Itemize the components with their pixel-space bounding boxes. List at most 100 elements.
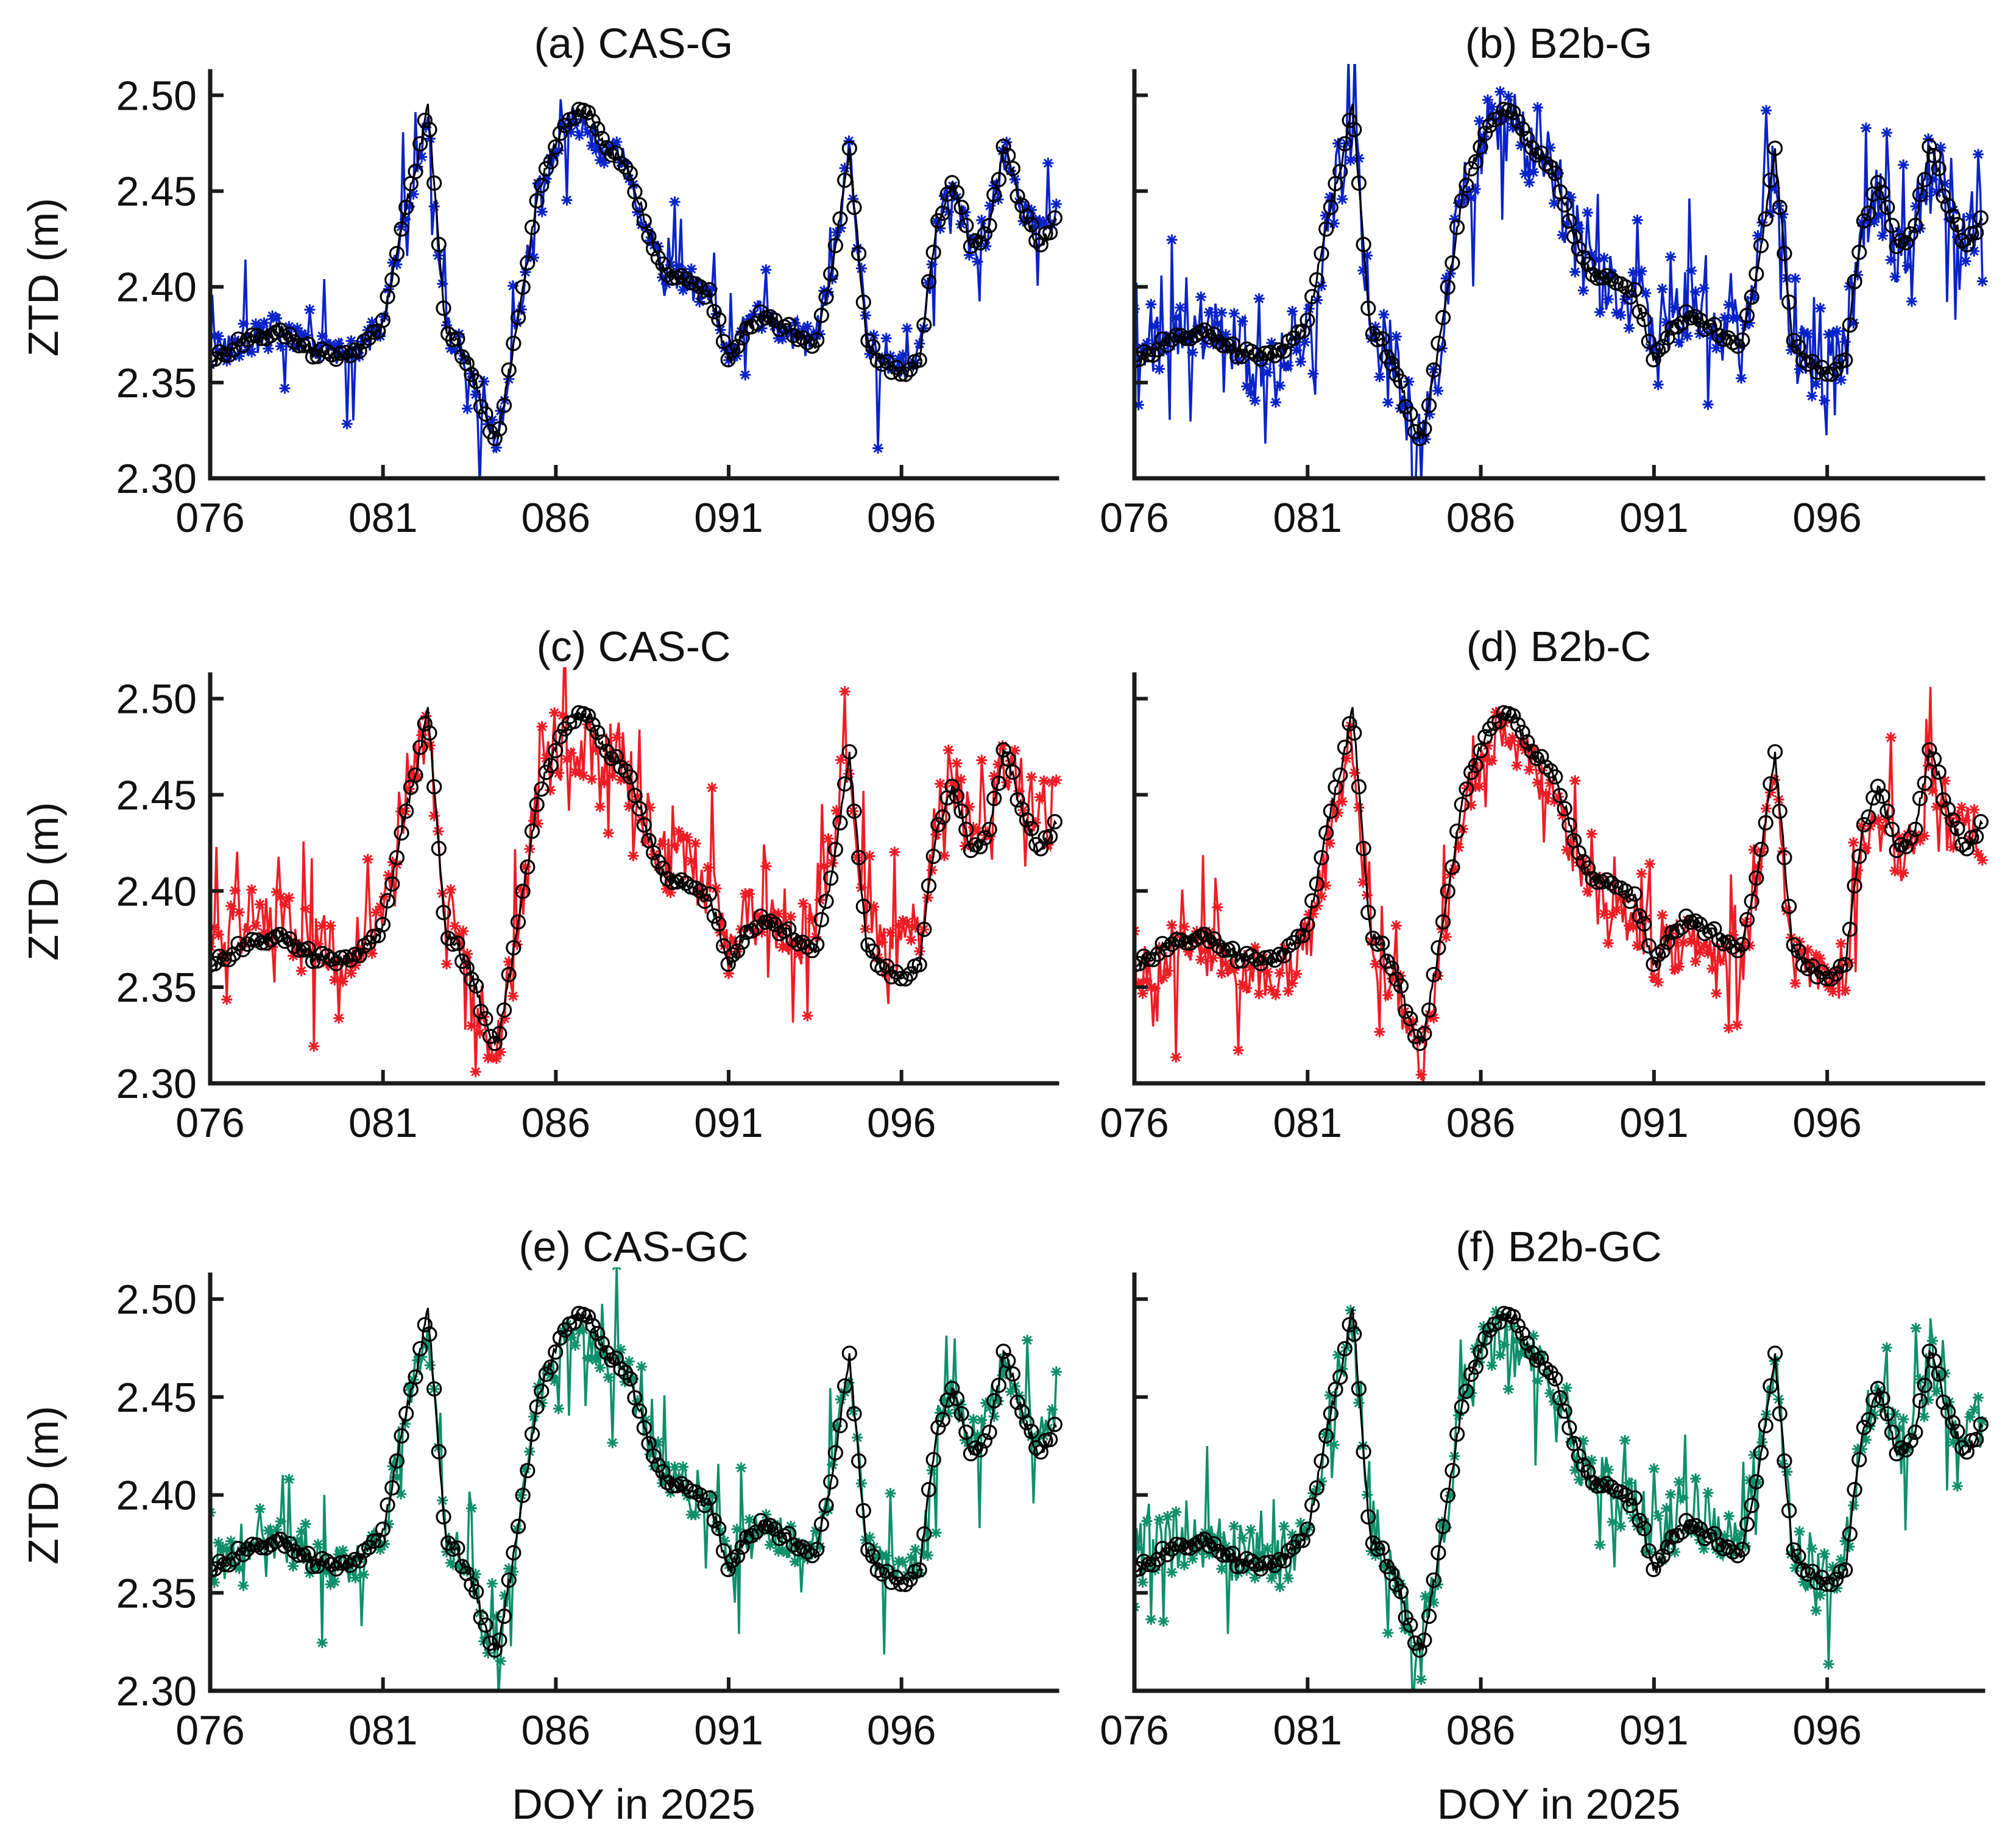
data-point-asterisk: [930, 216, 942, 227]
data-point-asterisk: [1478, 130, 1490, 142]
data-point-asterisk: [897, 915, 908, 926]
data-point-asterisk: [1038, 217, 1050, 228]
data-point-asterisk: [1549, 795, 1560, 807]
data-point-circle: [711, 311, 727, 328]
data-point-circle: [1641, 1543, 1657, 1559]
data-point-asterisk: [1690, 955, 1702, 967]
data-point-asterisk: [1445, 1490, 1456, 1501]
data-point-circle: [1445, 1462, 1460, 1479]
data-point-asterisk: [914, 946, 925, 957]
y-tick-label: 2.30: [116, 1668, 197, 1715]
data-point-circle: [1337, 136, 1353, 152]
data-point-asterisk: [1478, 753, 1490, 765]
data-point-asterisk: [1690, 1473, 1702, 1484]
data-point-asterisk: [366, 947, 378, 959]
data-point-circle: [1936, 792, 1951, 808]
data-point-asterisk: [1432, 970, 1444, 982]
data-point-asterisk: [490, 1611, 502, 1623]
data-point-circle: [1791, 943, 1806, 959]
data-point-asterisk: [967, 233, 979, 244]
data-point-asterisk: [1134, 1542, 1144, 1554]
data-point-asterisk: [644, 1448, 656, 1460]
data-point-asterisk: [1282, 1573, 1294, 1584]
data-point-asterisk: [1453, 841, 1465, 853]
data-point-asterisk: [1810, 1605, 1822, 1616]
data-point-circle: [1449, 823, 1465, 839]
data-point-asterisk: [1337, 193, 1348, 205]
data-point-circle: [701, 886, 718, 902]
data-point-circle: [911, 1562, 927, 1578]
data-point-circle: [1215, 1547, 1231, 1563]
data-point-asterisk: [470, 1066, 481, 1077]
data-point-asterisk: [507, 280, 518, 292]
data-point-asterisk: [1395, 1578, 1406, 1590]
data-point-asterisk: [598, 157, 610, 169]
data-point-asterisk: [648, 239, 660, 251]
data-point-circle: [1739, 308, 1755, 324]
data-point-asterisk: [1761, 105, 1772, 116]
data-point-circle: [949, 185, 965, 200]
data-point-circle: [1627, 282, 1643, 298]
data-point-asterisk: [864, 851, 875, 862]
data-point-asterisk: [1411, 433, 1423, 445]
y-tick-label: 2.40: [116, 264, 197, 311]
data-point-asterisk: [835, 754, 846, 766]
data-point-asterisk: [486, 1051, 498, 1063]
data-point-asterisk: [1424, 408, 1435, 420]
data-point-asterisk: [1449, 863, 1460, 874]
data-point-asterisk: [1586, 249, 1597, 260]
data-point-circle: [837, 172, 853, 188]
data-point-asterisk: [1345, 1305, 1356, 1316]
data-point-circle: [935, 205, 951, 221]
data-point-asterisk: [1278, 942, 1290, 954]
data-point-asterisk: [366, 316, 378, 328]
data-point-circle: [590, 121, 606, 137]
data-point-asterisk: [939, 850, 950, 862]
data-point-asterisk: [806, 913, 818, 924]
data-point-asterisk: [855, 1478, 867, 1489]
data-point-asterisk: [1902, 829, 1914, 840]
data-point-asterisk: [329, 1576, 341, 1588]
data-point-asterisk: [860, 310, 871, 321]
data-point-circle: [818, 1498, 834, 1513]
data-point-asterisk: [1602, 1464, 1614, 1476]
data-point-asterisk: [1860, 1434, 1872, 1445]
data-point-asterisk: [1374, 371, 1385, 383]
data-point-asterisk: [760, 860, 772, 872]
data-point-asterisk: [885, 1488, 896, 1499]
data-point-asterisk: [694, 1487, 705, 1499]
data-point-asterisk: [1652, 1510, 1664, 1521]
data-point-circle: [916, 921, 932, 937]
data-point-circle: [1323, 803, 1338, 819]
data-point-asterisk: [1719, 312, 1730, 324]
data-point-asterisk: [818, 860, 830, 872]
data-point-asterisk: [1677, 1492, 1689, 1504]
data-point-asterisk: [515, 1489, 527, 1501]
data-point-circle: [646, 1448, 662, 1464]
data-point-asterisk: [1374, 1026, 1385, 1038]
data-point-circle: [1430, 1545, 1446, 1561]
data-point-asterisk: [1686, 1526, 1697, 1538]
data-point-circle: [1459, 177, 1474, 193]
data-point-asterisk: [1619, 1434, 1631, 1446]
data-point-asterisk: [1353, 152, 1365, 164]
data-point-circle: [431, 236, 447, 252]
data-point-asterisk: [752, 910, 763, 921]
data-point-asterisk: [735, 1462, 747, 1474]
data-point-circle: [1847, 274, 1862, 289]
data-point-asterisk: [1935, 1372, 1947, 1384]
data-point-asterisk: [1839, 985, 1851, 996]
data-point-circle: [1430, 940, 1446, 956]
data-point-circle: [1823, 366, 1839, 382]
data-point-circle: [1632, 1512, 1647, 1529]
data-point-asterisk: [1042, 157, 1054, 169]
data-point-asterisk: [719, 1535, 730, 1547]
data-point-circle: [1725, 1544, 1741, 1560]
data-point-asterisk: [1976, 854, 1988, 866]
data-point-asterisk: [918, 1548, 929, 1560]
data-point-asterisk: [1511, 1334, 1522, 1346]
data-point-circle: [1010, 792, 1025, 808]
data-point-asterisk: [486, 414, 498, 426]
data-point-circle: [1047, 814, 1063, 830]
